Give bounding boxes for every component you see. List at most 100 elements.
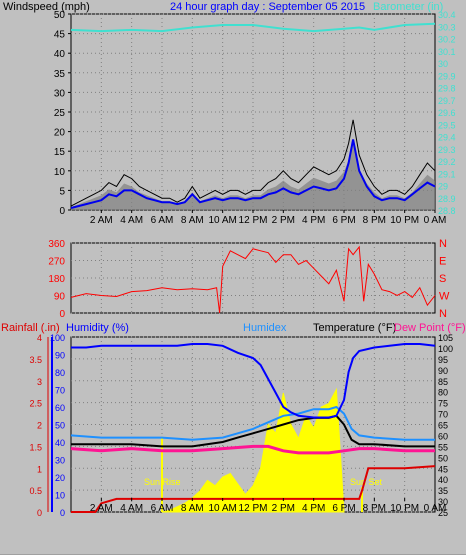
rainfall-tick-label: 2 <box>37 421 42 431</box>
compass-label: N <box>439 238 447 250</box>
windspeed-tick-label: 30 <box>54 88 66 99</box>
humidity-tick-label: 60 <box>55 403 65 413</box>
rainfall-tick-label: 3.5 <box>29 355 42 365</box>
temperature-line <box>71 414 435 448</box>
barometer-tick-label: 28.8 <box>438 206 456 216</box>
temperature-tick-label: 85 <box>438 377 448 387</box>
windspeed-tick-label: 50 <box>54 10 66 21</box>
humidity-tick-label: 80 <box>55 368 65 378</box>
barometer-axis-title: Barometer (in) <box>373 1 443 13</box>
humidity-tick-label: 90 <box>55 351 65 361</box>
temperature-tick-label: 45 <box>438 464 448 474</box>
windspeed-axis-title: Windspeed (mph) <box>3 1 90 13</box>
rainfall-tick-label: 3 <box>37 377 42 387</box>
weather-conditions-panel: 00.511.522.533.5401020304050607080901002… <box>29 333 453 518</box>
temperature-tick-label: 30 <box>438 497 448 507</box>
temperature-tick-label: 35 <box>438 486 448 496</box>
sunrise-label: Sun Rise <box>144 477 181 487</box>
x-tick-label: 10 AM <box>208 503 236 514</box>
rainfall-tick-label: 4 <box>37 333 42 343</box>
x-tick-label: 10 AM <box>208 215 236 226</box>
x-tick-label: 10 PM <box>390 215 419 226</box>
x-tick-label: 2 AM <box>90 215 113 226</box>
humidity-tick-label: 30 <box>55 456 65 466</box>
barometer-line <box>70 22 436 33</box>
temperature-tick-label: 105 <box>438 333 453 343</box>
x-tick-label: 6 PM <box>332 503 355 514</box>
barometer-tick-label: 29.5 <box>438 120 456 130</box>
windspeed-line <box>70 119 436 207</box>
x-tick-label: 6 AM <box>151 503 174 514</box>
humidity-tick-label: 40 <box>55 438 65 448</box>
wind-barometer-panel: 0 5 10 15 20 25 30 35 40 45 50 28.8 28.9 29 29.1 29.2 29… <box>54 10 456 226</box>
temperature-tick-label: 50 <box>438 453 448 463</box>
barometer-tick-label: 29.9 <box>438 71 456 81</box>
humidex-line <box>70 405 435 441</box>
humidity-tick-label: 0 <box>60 508 65 518</box>
temperature-tick-label: 75 <box>438 399 448 409</box>
windspeed-tick-label: 40 <box>54 49 66 60</box>
x-tick-label: 12 PM <box>239 215 268 226</box>
temperature-tick-label: 60 <box>438 431 448 441</box>
barometer-tick-label: 30.3 <box>438 22 456 32</box>
barometer-tick-label: 29.6 <box>438 108 456 118</box>
windspeed-tick-label: 45 <box>54 30 66 41</box>
windspeed-tick-label: 25 <box>54 108 66 119</box>
humidity-line <box>71 343 436 419</box>
humidity-axis-title: Humidity (%) <box>66 322 129 334</box>
windspeed-tick-label: 5 <box>59 186 65 197</box>
temperature-tick-label: 90 <box>438 366 448 376</box>
humidex-axis-title: Humidex <box>243 322 287 334</box>
temperature-tick-label: 55 <box>438 442 448 452</box>
rainfall-axis-title: Rainfall (.in) <box>1 322 60 334</box>
barometer-tick-label: 29.7 <box>438 96 456 106</box>
barometer-tick-label: 30 <box>438 59 448 69</box>
wind-range-band <box>71 142 435 210</box>
wind-direction-panel: 0 N 90 W 180 S 270 E 360 N <box>48 238 450 320</box>
windspeed-tick-label: 20 <box>54 128 66 139</box>
x-tick-label: 4 PM <box>302 503 325 514</box>
chart-title: 24 hour graph day : September 05 2015 <box>170 1 365 13</box>
temperature-tick-label: 100 <box>438 344 453 354</box>
temperature-axis-title: Temperature (°F) <box>313 322 396 334</box>
x-tick-label: 8 AM <box>181 503 204 514</box>
compass-label: W <box>439 291 450 303</box>
x-tick-label: 8 AM <box>181 215 204 226</box>
x-tick-label: 10 PM <box>390 503 419 514</box>
x-tick-label: 4 PM <box>302 215 325 226</box>
rainfall-tick-label: 0 <box>37 508 42 518</box>
barometer-tick-label: 30.1 <box>438 47 456 57</box>
x-tick-label: 8 PM <box>363 215 386 226</box>
barometer-tick-label: 29.2 <box>438 157 456 167</box>
direction-tick-label: 360 <box>48 239 65 250</box>
barometer-tick-label: 30.4 <box>438 10 456 20</box>
temperature-tick-label: 80 <box>438 388 448 398</box>
temperature-tick-label: 65 <box>438 421 448 431</box>
windspeed-tick-label: 0 <box>59 206 65 217</box>
rainfall-tick-label: 1.5 <box>29 442 42 452</box>
x-tick-label: 6 PM <box>332 215 355 226</box>
x-tick-label: 12 PM <box>239 503 268 514</box>
direction-tick-label: 270 <box>48 257 65 268</box>
dewpoint-axis-title: Dew Point (°F) <box>394 322 466 334</box>
barometer-tick-label: 30.2 <box>438 35 456 45</box>
sunset-label: Sun Set <box>350 477 383 487</box>
windspeed-tick-label: 35 <box>54 69 66 80</box>
x-tick-label: 2 PM <box>272 215 295 226</box>
x-tick-label: 0 AM <box>424 215 447 226</box>
direction-tick-label: 0 <box>59 309 65 320</box>
wind-average-line <box>70 139 436 209</box>
x-tick-label: 2 PM <box>272 503 295 514</box>
barometer-tick-label: 29.3 <box>438 145 456 155</box>
humidity-tick-label: 70 <box>55 386 65 396</box>
humidity-tick-label: 10 <box>55 491 65 501</box>
barometer-tick-label: 29.1 <box>438 169 456 179</box>
rainfall-line <box>71 465 436 513</box>
rainfall-tick-label: 2.5 <box>29 399 42 409</box>
barometer-tick-label: 29 <box>438 182 448 192</box>
direction-tick-label: 180 <box>48 274 65 285</box>
humidity-tick-label: 100 <box>50 333 65 343</box>
x-tick-label: 0 AM <box>424 503 447 514</box>
compass-label: E <box>439 256 446 268</box>
barometer-tick-label: 28.9 <box>438 194 456 204</box>
